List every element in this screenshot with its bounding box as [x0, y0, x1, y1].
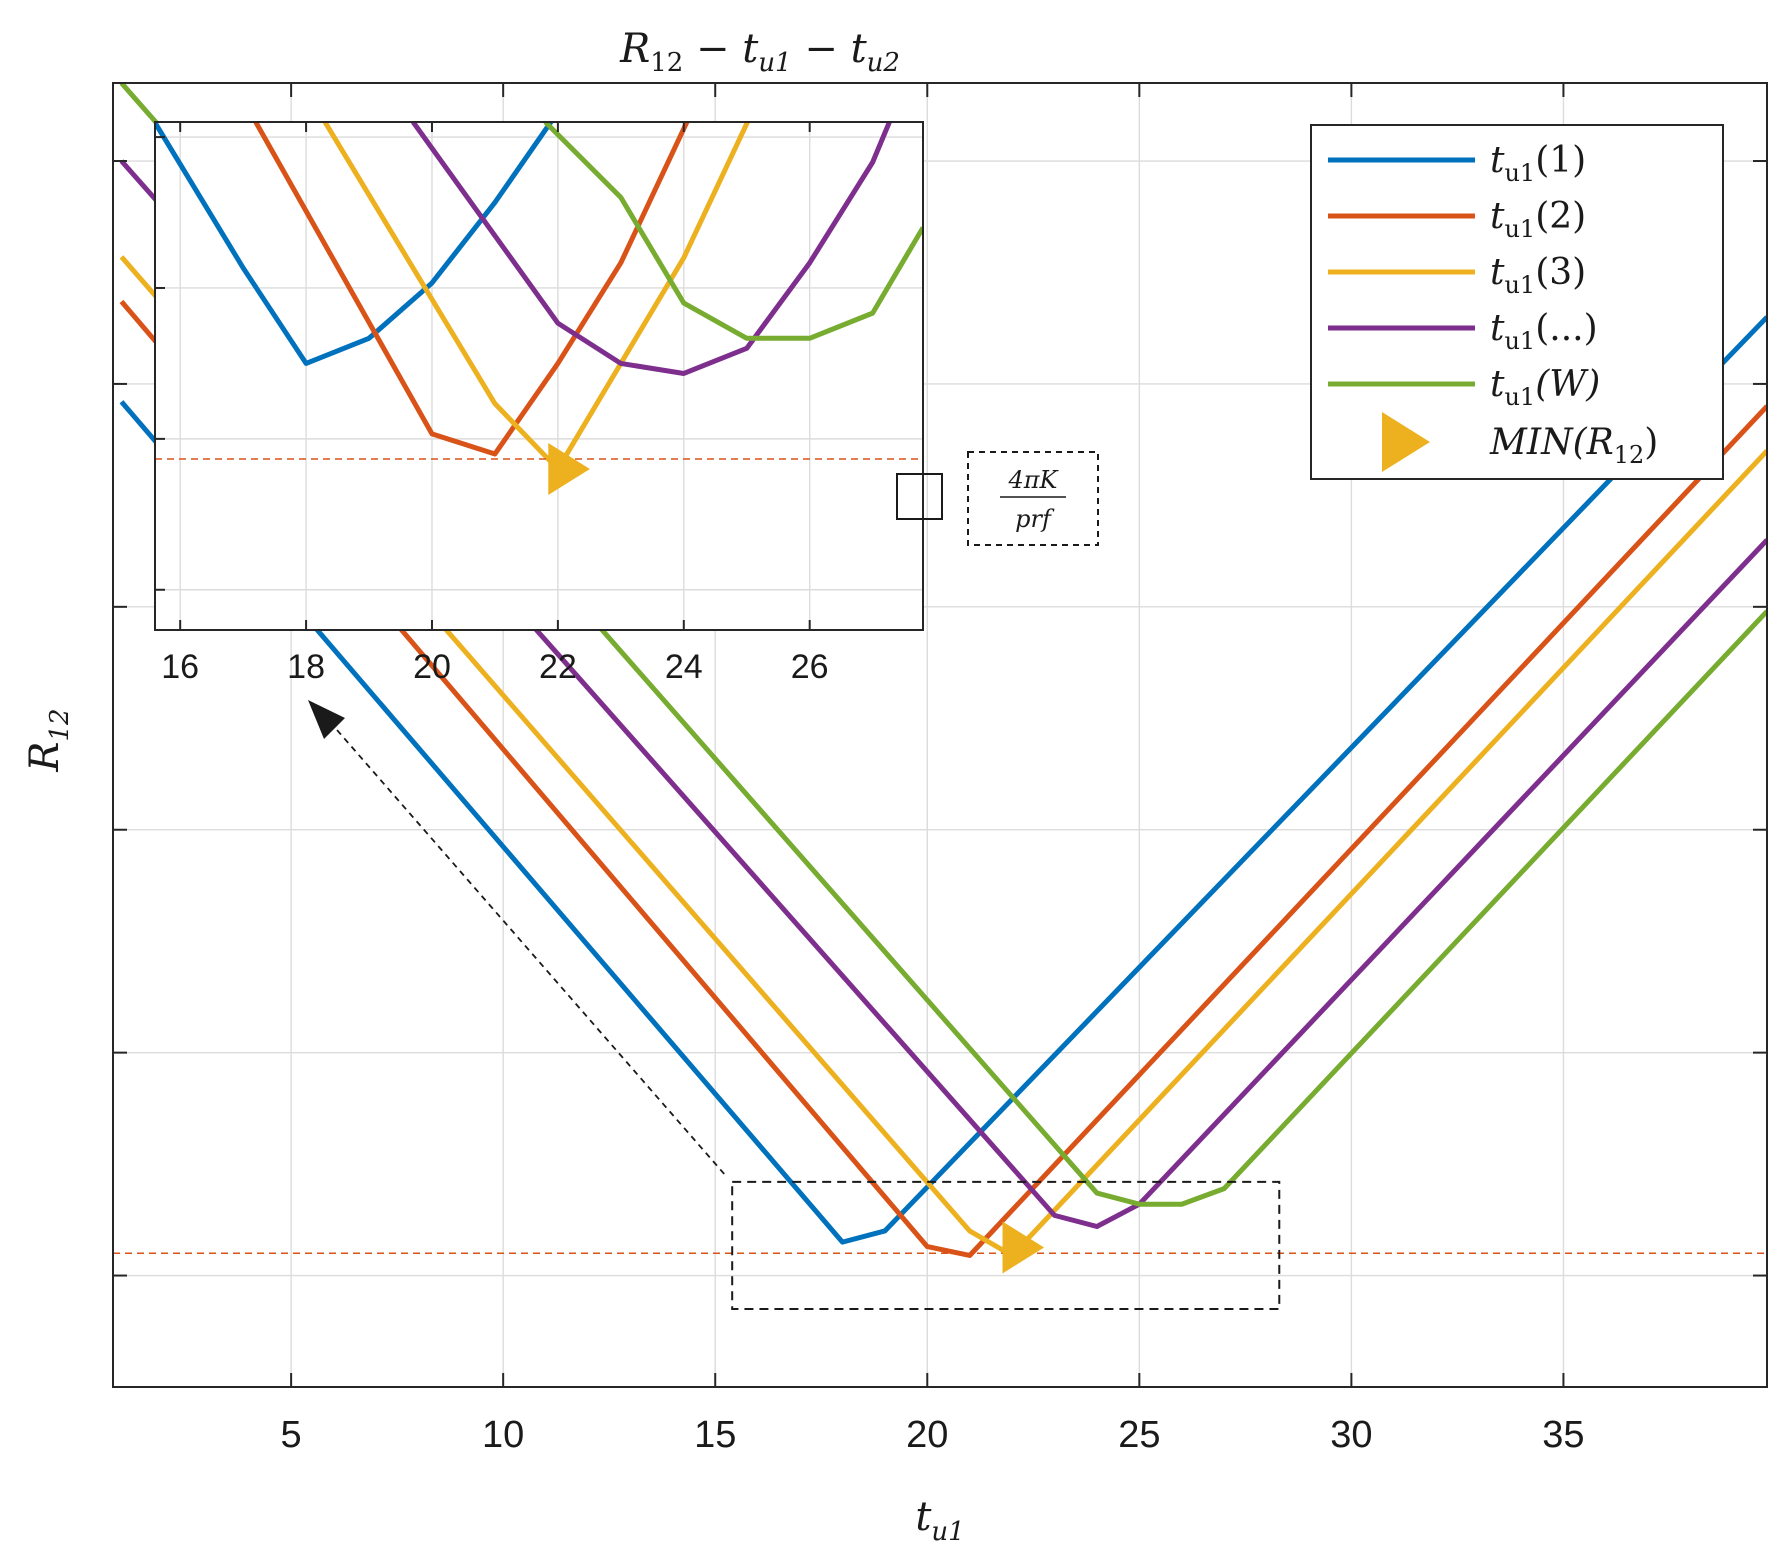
- series-line-2: [119, 299, 1767, 1258]
- inset-frame: [154, 121, 924, 631]
- main-ticks: 5 10 15 20 25 30 35: [113, 83, 1767, 1456]
- main-annotations: [113, 700, 1767, 1310]
- inset-annotations: [155, 443, 923, 496]
- legend-box: [1310, 124, 1724, 480]
- inset-series-line-3: [322, 122, 751, 472]
- x-tick-label: 5: [281, 1414, 302, 1456]
- inset-series-line-5: [543, 122, 923, 341]
- inset-ticks: 16 18 20 22 24 26: [155, 122, 829, 686]
- inset-min-marker: [548, 443, 590, 496]
- legend-label-3: tu1(3): [1490, 252, 1586, 299]
- y-axis-label: R12: [22, 708, 75, 772]
- zoom-arrow-line: [329, 721, 725, 1175]
- x-tick-label: 15: [694, 1414, 736, 1456]
- inset-x-tick-label: 18: [287, 648, 325, 686]
- chart-title: R12 − tu1 − tu2: [619, 26, 900, 78]
- inset-series-line-2: [253, 122, 690, 457]
- series-line-4: [119, 159, 1767, 1230]
- zoom-arrow-head: [308, 700, 345, 739]
- zoom-region-box: [731, 1180, 1281, 1310]
- series-line-3: [119, 255, 1767, 1258]
- inset-background: [155, 122, 923, 630]
- small-square-marker: [896, 473, 943, 520]
- x-tick-label: 25: [1118, 1414, 1160, 1456]
- legend-min-marker: [1382, 412, 1430, 472]
- legend-label-1: tu1(1): [1490, 140, 1586, 187]
- inset-x-tick-label: 22: [539, 648, 577, 686]
- inset-series-line-4: [411, 122, 893, 376]
- inset-x-tick-label: 20: [413, 648, 451, 686]
- x-axis-label: tu1: [915, 1494, 964, 1547]
- inset-series-group: [155, 122, 923, 472]
- inset-x-tick-label: 24: [665, 648, 703, 686]
- x-tick-label: 35: [1542, 1414, 1584, 1456]
- legend-label-4: tu1(...): [1490, 308, 1598, 355]
- main-plot-frame: [112, 82, 1768, 1388]
- x-tick-label: 30: [1330, 1414, 1372, 1456]
- annotation-box: [967, 451, 1099, 546]
- annotation-denominator: prf: [1015, 505, 1055, 533]
- series-line-1: [119, 315, 1767, 1245]
- series-line-5: [119, 83, 1767, 1207]
- x-tick-label: 10: [482, 1414, 524, 1456]
- annotation-numerator: 4πK: [1008, 466, 1060, 494]
- inset-x-tick-label: 16: [161, 648, 199, 686]
- inset-x-tick-label: 26: [791, 648, 829, 686]
- legend: tu1(1) tu1(2) tu1(3) tu1(...) tu1(W) MIN(R12): [1310, 124, 1724, 480]
- legend-label-2: tu1(2): [1490, 196, 1586, 243]
- min-marker: [1002, 1221, 1045, 1274]
- main-series-group: [119, 83, 1767, 1258]
- legend-label-5: tu1(W): [1490, 364, 1600, 411]
- legend-label-min: MIN(R12): [1489, 422, 1658, 469]
- x-tick-label: 20: [906, 1414, 948, 1456]
